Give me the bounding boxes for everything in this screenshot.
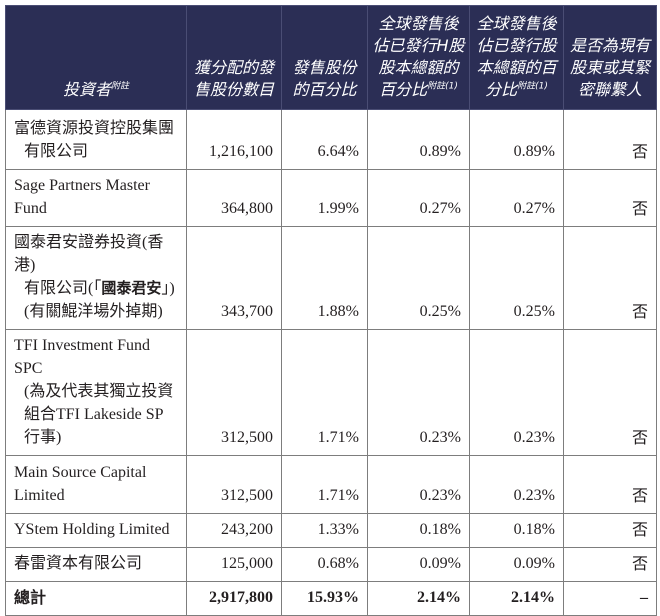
total-pct-offer: 15.93%: [281, 581, 368, 616]
header-pct-offer-shares: 發售股份 的百分比: [281, 5, 368, 110]
pct-total-shares: 0.25%: [469, 226, 564, 330]
existing-shareholder: 否: [563, 109, 657, 170]
shares-allocated: 243,200: [186, 513, 282, 548]
header-shares-allocated: 獲分配的發 售股份數目: [186, 5, 282, 110]
header-existing-shareholder: 是否為現有 股東或其緊 密聯繫人: [563, 5, 657, 110]
investor-name: 春雷資本有限公司: [5, 547, 187, 582]
cornerstone-investor-table: 投資者附註 獲分配的發 售股份數目 發售股份 的百分比 全球發售後 佔已發行H股 股本總…: [5, 5, 657, 616]
investor-name: 國泰君安證券投資(香港) 有限公司(「國泰君安」) (有關鯤洋場外掉期): [5, 226, 187, 330]
investor-name: 富德資源投資控股集團 有限公司: [5, 109, 187, 170]
total-row: 總計 2,917,800 15.93% 2.14% 2.14% –: [5, 581, 657, 616]
total-pct-h-shares: 2.14%: [367, 581, 470, 616]
pct-offer: 1.33%: [281, 513, 368, 548]
shares-allocated: 364,800: [186, 169, 282, 227]
existing-shareholder: 否: [563, 455, 657, 514]
pct-h-shares: 0.27%: [367, 169, 470, 227]
total-shares: 2,917,800: [186, 581, 282, 616]
table-row: 富德資源投資控股集團 有限公司 1,216,100 6.64% 0.89% 0.8…: [5, 109, 657, 170]
investor-name: Sage Partners Master Fund: [5, 169, 187, 227]
pct-h-shares: 0.18%: [367, 513, 470, 548]
table-row: Sage Partners Master Fund 364,800 1.99% …: [5, 169, 657, 227]
shares-allocated: 125,000: [186, 547, 282, 582]
investor-name: Main Source Capital Limited: [5, 455, 187, 514]
pct-total-shares: 0.09%: [469, 547, 564, 582]
pct-total-shares: 0.89%: [469, 109, 564, 170]
total-pct-total-shares: 2.14%: [469, 581, 564, 616]
pct-h-shares: 0.25%: [367, 226, 470, 330]
pct-total-shares: 0.18%: [469, 513, 564, 548]
pct-h-shares: 0.09%: [367, 547, 470, 582]
pct-offer: 1.99%: [281, 169, 368, 227]
table-header-row: 投資者附註 獲分配的發 售股份數目 發售股份 的百分比 全球發售後 佔已發行H股 股本總…: [5, 5, 657, 110]
table-row: TFI Investment Fund SPC (為及代表其獨立投資 組合TFI L…: [5, 329, 657, 456]
pct-offer: 1.71%: [281, 455, 368, 514]
pct-offer: 6.64%: [281, 109, 368, 170]
pct-h-shares: 0.23%: [367, 455, 470, 514]
existing-shareholder: 否: [563, 329, 657, 456]
shares-allocated: 312,500: [186, 329, 282, 456]
shares-allocated: 1,216,100: [186, 109, 282, 170]
table-row: 春雷資本有限公司 125,000 0.68% 0.09% 0.09% 否: [5, 547, 657, 582]
pct-offer: 1.88%: [281, 226, 368, 330]
table-row: YStem Holding Limited 243,200 1.33% 0.18…: [5, 513, 657, 548]
pct-offer: 0.68%: [281, 547, 368, 582]
existing-shareholder: 否: [563, 547, 657, 582]
investor-name: YStem Holding Limited: [5, 513, 187, 548]
table-row: 國泰君安證券投資(香港) 有限公司(「國泰君安」) (有關鯤洋場外掉期) 343,7…: [5, 226, 657, 330]
header-pct-total-shares: 全球發售後 佔已發行股 本總額的百 分比附註(1): [469, 5, 564, 110]
investor-name: TFI Investment Fund SPC (為及代表其獨立投資 組合TFI L…: [5, 329, 187, 456]
total-existing: –: [563, 581, 657, 616]
shares-allocated: 312,500: [186, 455, 282, 514]
pct-total-shares: 0.23%: [469, 329, 564, 456]
pct-h-shares: 0.89%: [367, 109, 470, 170]
header-pct-h-shares: 全球發售後 佔已發行H股 股本總額的 百分比附註(1): [367, 5, 470, 110]
pct-h-shares: 0.23%: [367, 329, 470, 456]
existing-shareholder: 否: [563, 513, 657, 548]
table-row: Main Source Capital Limited 312,500 1.71%…: [5, 455, 657, 514]
header-investor: 投資者附註: [5, 5, 187, 110]
total-label: 總計: [5, 581, 187, 616]
existing-shareholder: 否: [563, 226, 657, 330]
pct-total-shares: 0.23%: [469, 455, 564, 514]
shares-allocated: 343,700: [186, 226, 282, 330]
pct-total-shares: 0.27%: [469, 169, 564, 227]
pct-offer: 1.71%: [281, 329, 368, 456]
existing-shareholder: 否: [563, 169, 657, 227]
